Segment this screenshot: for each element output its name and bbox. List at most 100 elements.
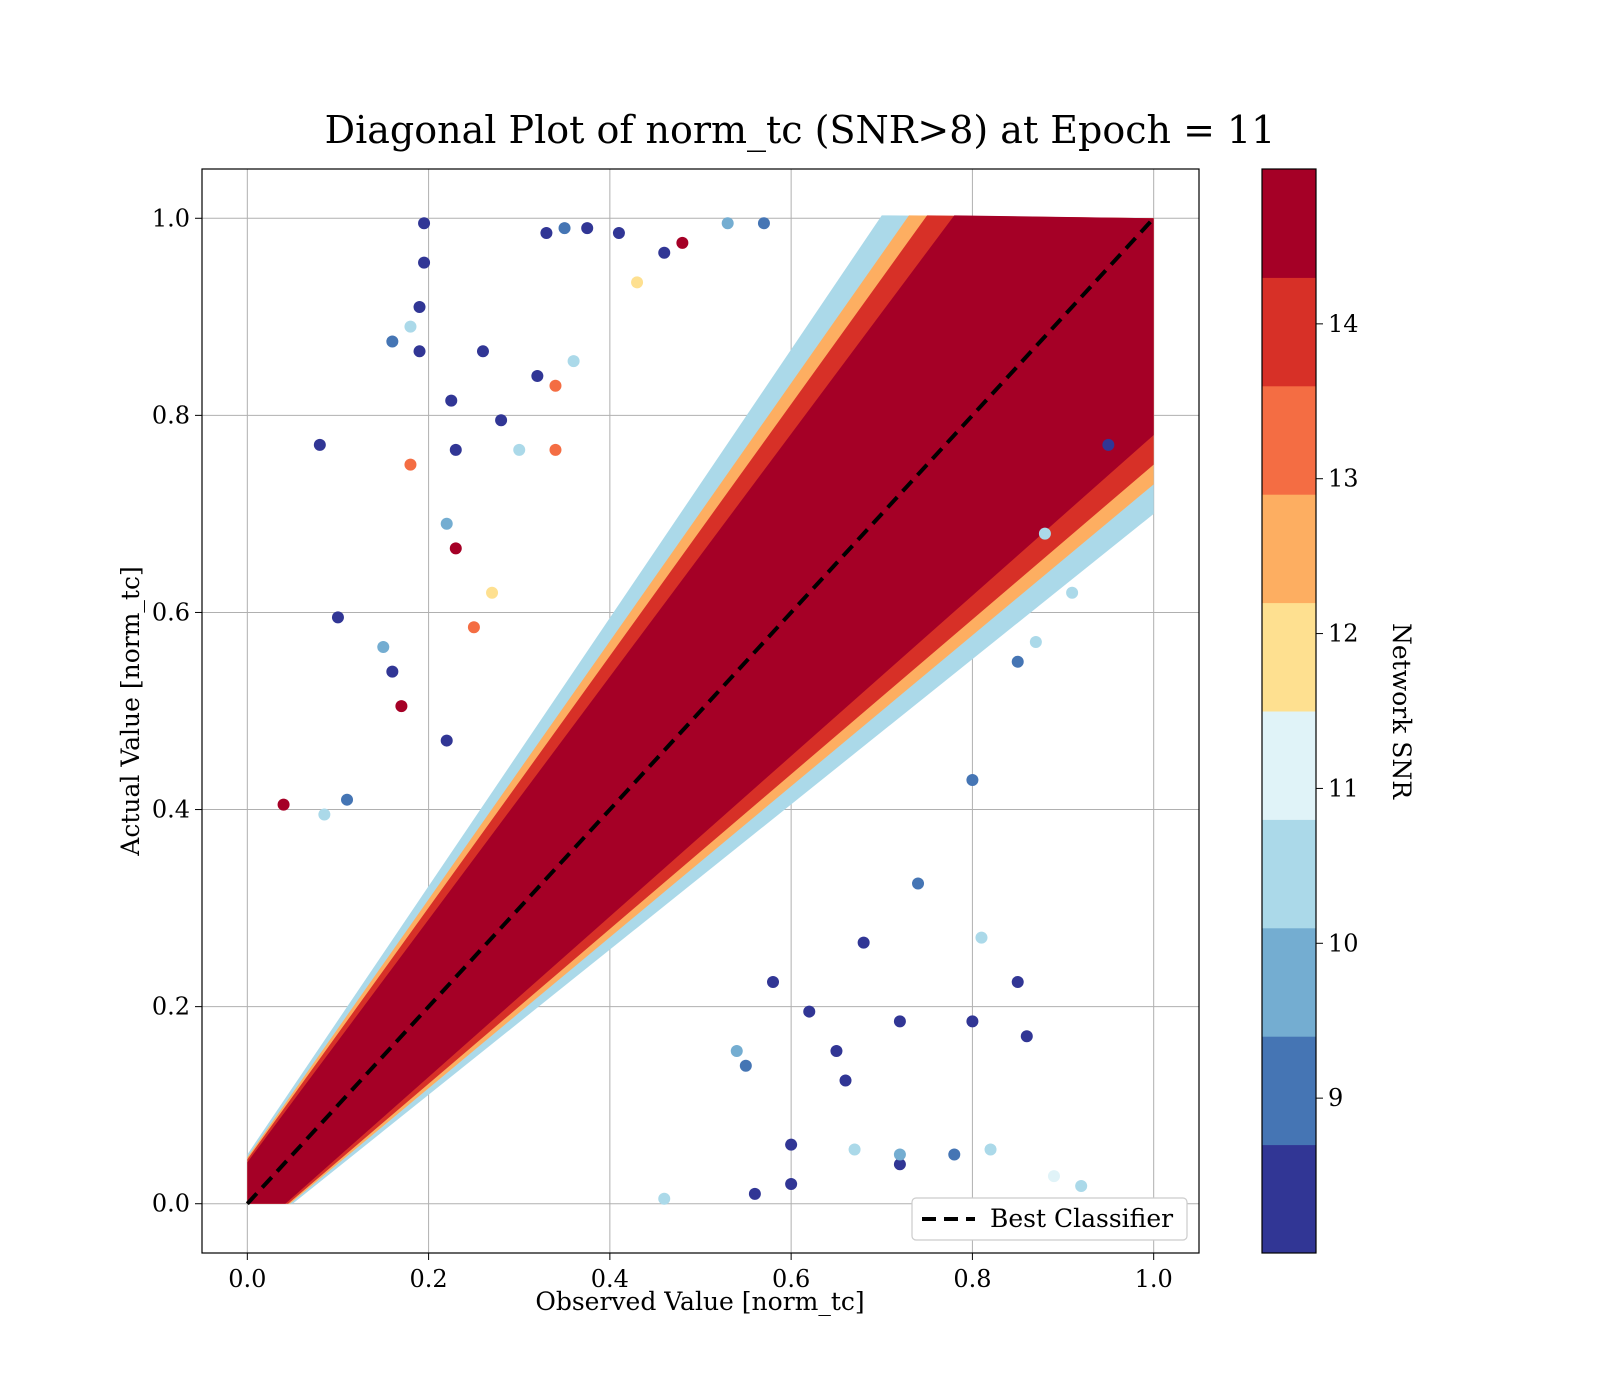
scatter-point [767, 976, 780, 988]
scatter-point [975, 931, 988, 944]
scatter-point [785, 1138, 798, 1151]
scatter-point [277, 798, 290, 811]
y-tick-label: 0.2 [152, 993, 190, 1021]
scatter-point [567, 355, 580, 368]
scatter-point [1011, 976, 1024, 988]
colorbar-ticks: 9 10 11 12 13 14 [1316, 310, 1359, 1112]
colorbar-segment [1262, 169, 1316, 278]
scatter-point [1038, 527, 1051, 540]
y-axis-ticks: 0.0 0.2 0.4 0.6 0.8 1.0 [152, 204, 202, 1218]
scatter-point [803, 1005, 816, 1018]
scatter-point [1066, 586, 1079, 599]
y-tick-label: 0.8 [152, 401, 190, 429]
best-classifier-line [245, 216, 1156, 1206]
plot-region [245, 215, 1156, 1206]
colorbar-segment [1262, 927, 1316, 1037]
scatter-point [739, 1059, 752, 1072]
legend-entry-best-classifier: Best Classifier [990, 1204, 1173, 1233]
colorbar-tick-label: 13 [1328, 465, 1359, 493]
scatter-point [785, 1178, 798, 1191]
y-tick-label: 0.6 [152, 598, 190, 626]
scatter-point [413, 345, 426, 358]
x-tick-label: 0.6 [772, 1265, 810, 1293]
colorbar-segment [1262, 1036, 1316, 1146]
colorbar-segment [1262, 277, 1316, 387]
scatter-point [1020, 1030, 1033, 1043]
chart-title: Diagonal Plot of norm_tc (SNR>8) at Epoc… [325, 108, 1276, 153]
y-tick-label: 0.0 [152, 1190, 190, 1218]
x-tick-label: 0.8 [953, 1265, 991, 1293]
scatter-point [757, 217, 770, 230]
scatter-points [277, 217, 1115, 1205]
scatter-point [331, 611, 344, 624]
scatter-point [857, 936, 870, 949]
scatter-point [948, 1148, 961, 1161]
scatter-point [658, 1192, 671, 1205]
legend: Best Classifier [911, 1197, 1188, 1241]
scatter-point [404, 320, 417, 333]
scatter-point [413, 300, 426, 313]
scatter-point [395, 700, 408, 713]
scatter-point [449, 542, 462, 555]
scatter-point [467, 621, 480, 634]
scatter-point [839, 1074, 852, 1087]
scatter-point [581, 222, 594, 235]
colorbar-segment [1262, 602, 1316, 712]
scatter-point [748, 1187, 761, 1200]
scatter-point [313, 438, 326, 451]
scatter-point [440, 517, 453, 530]
scatter-point [676, 236, 689, 249]
y-axis-label: Actual Value [norm_tc] [116, 566, 145, 856]
x-axis-ticks: 0.0 0.2 0.4 0.6 0.8 1.0 [228, 1253, 1173, 1293]
scatter-point [549, 443, 562, 456]
scatter-point [531, 369, 544, 382]
colorbar-label: Network SNR [1387, 623, 1416, 800]
scatter-point [418, 256, 431, 269]
x-axis-label: Observed Value [norm_tc] [535, 1287, 864, 1316]
y-tick-label: 1.0 [152, 204, 190, 232]
scatter-point [893, 1148, 906, 1161]
scatter-point [893, 1158, 906, 1171]
legend-box [911, 1197, 1188, 1241]
scatter-point [984, 1143, 997, 1156]
scatter-point [440, 734, 453, 747]
scatter-point [318, 808, 331, 821]
x-tick-label: 1.0 [1135, 1265, 1173, 1293]
scatter-point [830, 1044, 843, 1057]
scatter-point [631, 276, 644, 289]
x-tick-label: 0.0 [228, 1265, 266, 1293]
colorbar-segment [1262, 711, 1316, 820]
x-tick-label: 0.2 [410, 1265, 448, 1293]
colorbar-segment [1262, 385, 1316, 495]
scatter-point [1047, 1170, 1060, 1183]
colorbar-frame [1261, 168, 1317, 1254]
scatter-point [558, 222, 571, 235]
scatter-point [721, 217, 734, 230]
scatter-point [386, 665, 399, 678]
scatter-point [445, 394, 458, 407]
scatter-point [730, 1044, 743, 1057]
scatter-point [966, 773, 979, 786]
scatter-point [513, 443, 526, 456]
plot-frame [201, 168, 1200, 1254]
colorbar-segment [1262, 494, 1316, 604]
scatter-point [341, 793, 354, 806]
colorbar-tick-label: 11 [1328, 774, 1359, 802]
scatter-point [893, 1015, 906, 1028]
colorbar [1262, 169, 1316, 1254]
colorbar-tick-label: 14 [1328, 310, 1359, 338]
colorbar-tick-label: 9 [1328, 1084, 1343, 1112]
scatter-point [1075, 1179, 1088, 1192]
colorbar-tick-label: 12 [1328, 620, 1359, 648]
colorbar-segment [1262, 819, 1316, 929]
scatter-point [848, 1143, 861, 1156]
scatter-point [1029, 636, 1042, 649]
scatter-point [549, 379, 562, 392]
scatter-point [658, 246, 671, 259]
scatter-point [612, 227, 625, 240]
scatter-point [966, 1015, 979, 1028]
scatter-point [1102, 438, 1115, 451]
scatter-point [404, 458, 417, 471]
scatter-point [495, 414, 508, 427]
